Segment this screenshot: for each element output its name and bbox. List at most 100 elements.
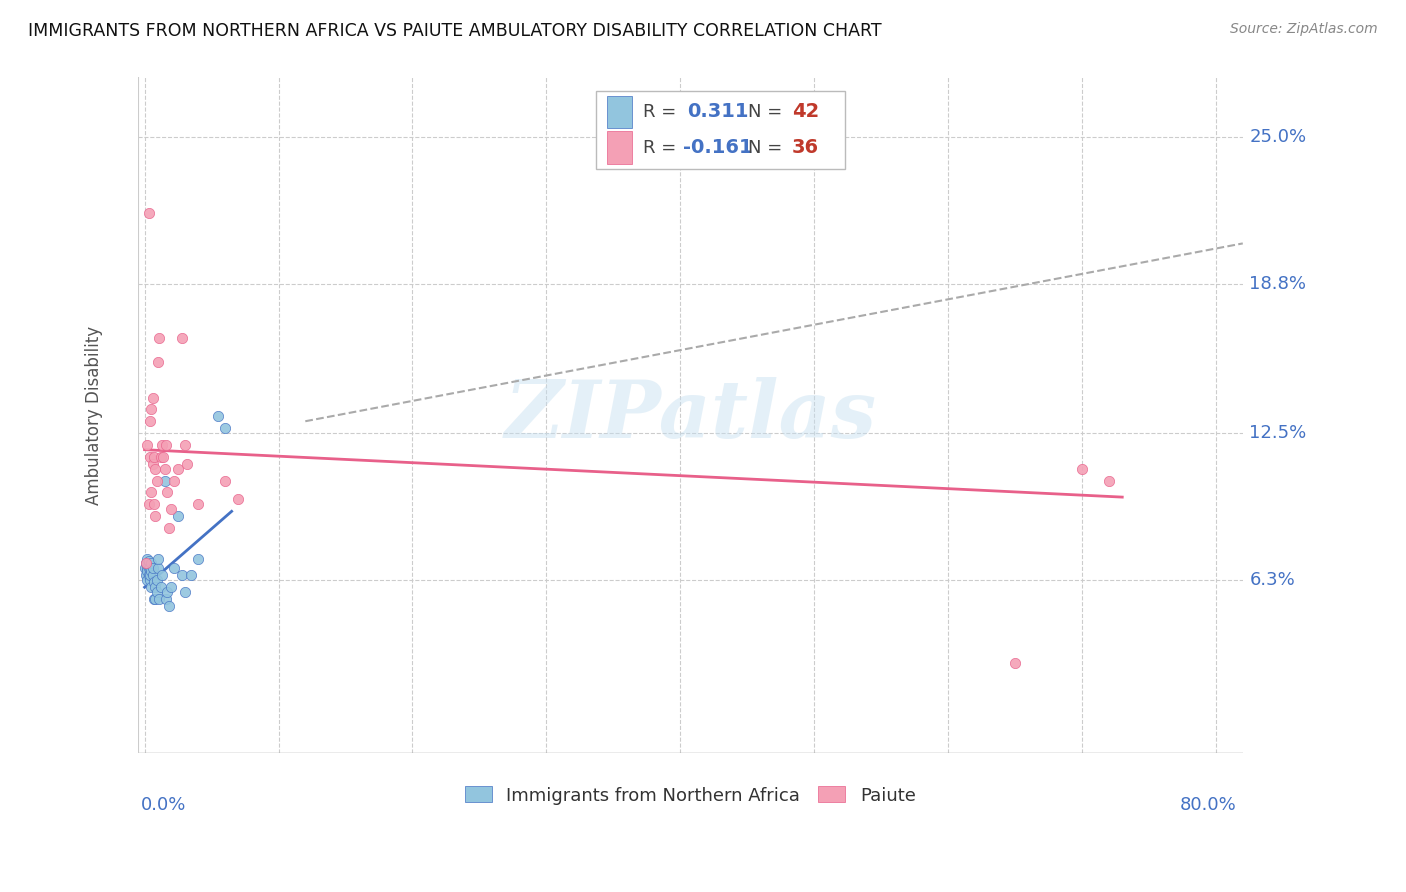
Point — [172, 568, 194, 582]
Point — [176, 457, 198, 471]
Text: 42: 42 — [792, 103, 820, 121]
Point — [155, 438, 177, 452]
Text: 18.8%: 18.8% — [1250, 275, 1306, 293]
Point — [138, 205, 160, 219]
Point — [1071, 461, 1094, 475]
Point — [187, 497, 209, 511]
Point — [157, 599, 180, 614]
Point — [145, 585, 167, 599]
Point — [150, 568, 173, 582]
Point — [136, 564, 159, 578]
Point — [139, 573, 162, 587]
Point — [214, 421, 236, 435]
Point — [180, 568, 202, 582]
Text: IMMIGRANTS FROM NORTHERN AFRICA VS PAIUTE AMBULATORY DISABILITY CORRELATION CHAR: IMMIGRANTS FROM NORTHERN AFRICA VS PAIUT… — [28, 22, 882, 40]
Point — [136, 561, 159, 575]
Point — [148, 592, 170, 607]
Text: 0.311: 0.311 — [688, 103, 748, 121]
Text: 12.5%: 12.5% — [1250, 424, 1306, 442]
Point — [135, 557, 157, 571]
Text: Ambulatory Disability: Ambulatory Disability — [84, 326, 103, 505]
Point — [134, 561, 156, 575]
Point — [146, 355, 169, 369]
Point — [173, 438, 195, 452]
Point — [156, 485, 179, 500]
Point — [155, 592, 177, 607]
Point — [150, 438, 173, 452]
Point — [156, 585, 179, 599]
Text: ZIPatlas: ZIPatlas — [505, 376, 876, 454]
Point — [145, 573, 167, 587]
Point — [143, 580, 166, 594]
Point — [136, 438, 159, 452]
Point — [142, 568, 165, 582]
Point — [163, 474, 186, 488]
Point — [143, 575, 166, 590]
Point — [148, 331, 170, 345]
Point — [143, 497, 166, 511]
Point — [136, 573, 159, 587]
Point — [138, 497, 160, 511]
Text: 25.0%: 25.0% — [1250, 128, 1306, 145]
Point — [143, 592, 166, 607]
Point — [135, 568, 157, 582]
Point — [149, 450, 172, 464]
Point — [152, 450, 174, 464]
Point — [139, 450, 162, 464]
Point — [157, 521, 180, 535]
Point — [141, 402, 163, 417]
FancyBboxPatch shape — [607, 95, 631, 128]
Legend: Immigrants from Northern Africa, Paiute: Immigrants from Northern Africa, Paiute — [458, 779, 922, 812]
Text: 36: 36 — [792, 138, 820, 157]
Text: 6.3%: 6.3% — [1250, 571, 1295, 589]
Point — [142, 457, 165, 471]
Text: 80.0%: 80.0% — [1180, 796, 1236, 814]
Text: Source: ZipAtlas.com: Source: ZipAtlas.com — [1230, 22, 1378, 37]
Point — [187, 551, 209, 566]
Point — [143, 509, 166, 524]
Point — [146, 561, 169, 575]
Point — [153, 474, 176, 488]
Point — [163, 561, 186, 575]
Point — [214, 474, 236, 488]
Point — [139, 414, 162, 428]
Point — [173, 585, 195, 599]
Point — [143, 592, 166, 607]
Point — [160, 502, 183, 516]
Point — [172, 331, 194, 345]
Text: R =: R = — [643, 138, 682, 157]
Point — [138, 554, 160, 568]
Point — [207, 409, 229, 424]
Point — [138, 561, 160, 575]
Point — [141, 485, 163, 500]
Point — [142, 561, 165, 575]
Point — [141, 557, 163, 571]
Point — [143, 461, 166, 475]
FancyBboxPatch shape — [596, 91, 845, 169]
Point — [153, 461, 176, 475]
Point — [149, 580, 172, 594]
Point — [160, 580, 183, 594]
Point — [1004, 656, 1026, 670]
Text: -0.161: -0.161 — [682, 138, 752, 157]
Point — [142, 391, 165, 405]
Point — [141, 564, 163, 578]
Text: 0.0%: 0.0% — [141, 796, 186, 814]
Point — [167, 509, 190, 524]
Point — [139, 568, 162, 582]
Point — [143, 450, 166, 464]
Point — [138, 568, 160, 582]
Text: R =: R = — [643, 103, 682, 121]
Text: N =: N = — [748, 103, 787, 121]
Point — [139, 561, 162, 575]
Text: N =: N = — [748, 138, 787, 157]
Point — [228, 492, 250, 507]
Point — [146, 551, 169, 566]
Point — [135, 557, 157, 571]
Point — [145, 474, 167, 488]
Point — [136, 551, 159, 566]
Point — [141, 580, 163, 594]
Point — [167, 461, 190, 475]
Point — [1098, 474, 1121, 488]
FancyBboxPatch shape — [607, 131, 631, 164]
